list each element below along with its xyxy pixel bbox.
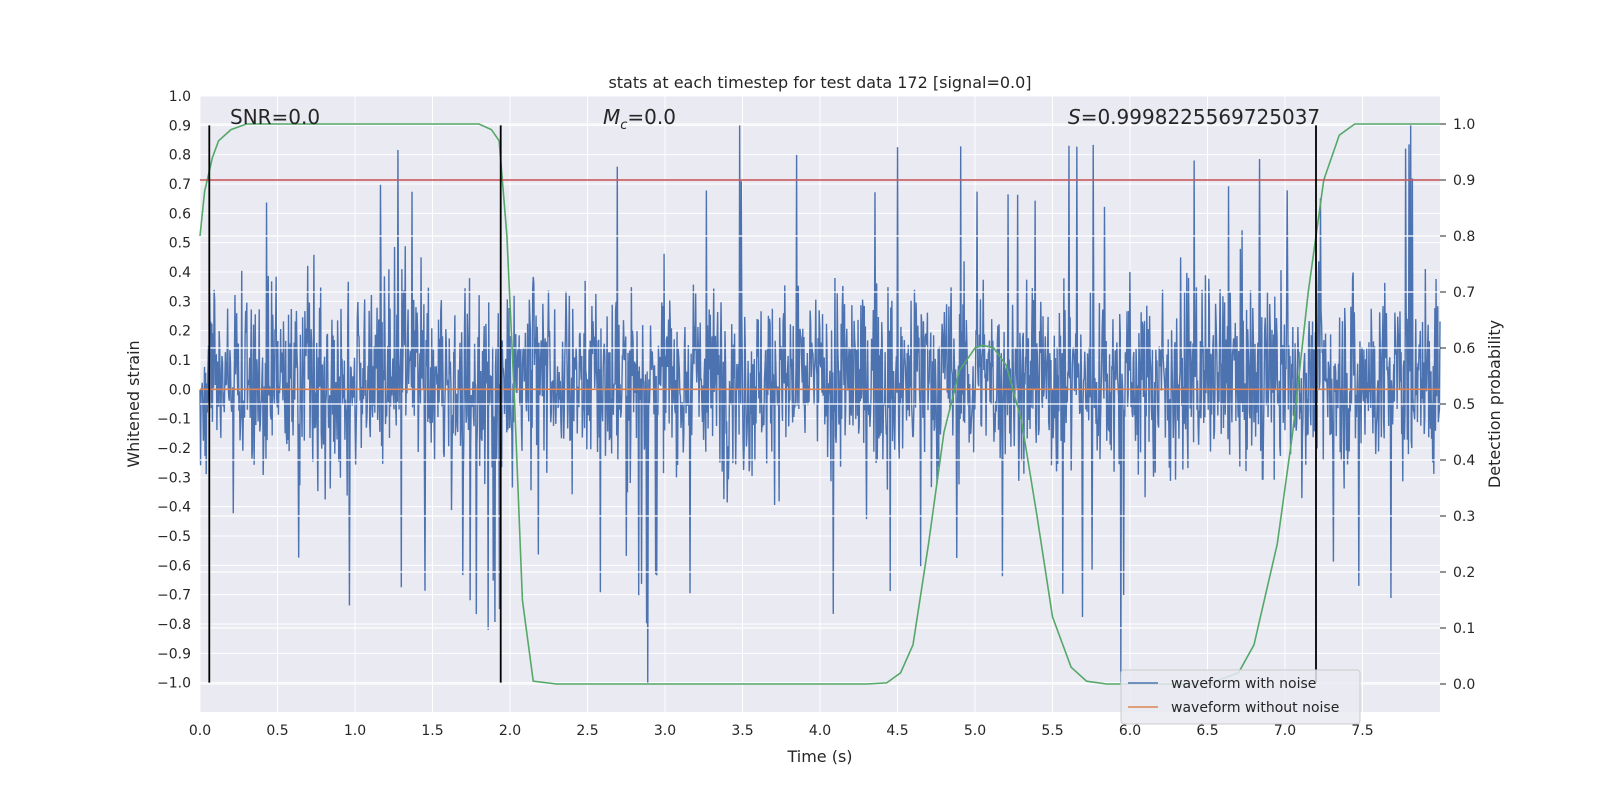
x-tick-label: 1.5 [421,723,443,739]
x-tick-label: 6.0 [1119,723,1141,739]
right-y-tick-label: 0.4 [1453,453,1475,469]
y-tick-label: −1.0 [157,676,191,692]
right-y-tick-label: 0.7 [1453,285,1475,301]
right-y-tick-label: 0.2 [1453,565,1475,581]
y-tick-label: 0.0 [169,382,191,398]
x-tick-label: 2.5 [576,723,598,739]
noisy-waveform-series [199,125,1441,683]
x-tick-label: 0.0 [189,723,211,739]
legend-label-clean: waveform without noise [1171,700,1339,716]
y-tick-label: 0.3 [169,294,191,310]
y-axis-label: Whitened strain [124,340,143,467]
right-y-tick-label: 0.1 [1453,621,1475,637]
axis-ticks: 0.0 0.5 1.0 1.5 2.0 2.5 3.0 3.5 4.0 4.5 5.0 5.5 6.0 6… [157,89,1475,739]
right-y-tick-label: 0.3 [1453,509,1475,525]
y-tick-label: −0.5 [157,529,191,545]
line-series-layer [199,123,1440,685]
vertical-markers [208,125,1317,683]
chirp-mass-symbol: M [603,105,620,129]
x-tick-label: 1.0 [344,723,366,739]
score-value: =0.9998225569725037 [1081,105,1320,129]
detection-probability-line [199,123,1440,685]
score-symbol: S [1068,105,1081,129]
y-tick-label: 0.5 [169,236,191,252]
y-tick-label: 0.2 [169,324,191,340]
y-tick-label: 0.9 [169,118,191,134]
y-tick-label: 0.1 [169,353,191,369]
right-y-tick-label: 0.8 [1453,229,1475,245]
x-tick-label: 5.5 [1041,723,1063,739]
y-tick-label: −0.2 [157,441,191,457]
x-tick-label: 6.5 [1196,723,1218,739]
legend-label-noise: waveform with noise [1171,676,1316,692]
y-tick-label: 1.0 [169,89,191,105]
x-tick-label: 7.0 [1274,723,1296,739]
x-tick-label: 7.5 [1351,723,1373,739]
right-y-tick-label: 0.6 [1453,341,1475,357]
legend-box [1120,669,1361,725]
y-tick-label: 0.7 [169,177,191,193]
x-axis-label: Time (s) [786,747,852,766]
x-tick-label: 5.0 [964,723,986,739]
chirp-mass-subscript: c [620,118,627,133]
right-y-tick-label: 0.0 [1453,677,1475,693]
chirp-mass-value: =0.0 [627,105,676,129]
right-y-tick-label: 0.5 [1453,397,1475,413]
y-tick-label: −0.6 [157,558,191,574]
y-tick-label: −0.1 [157,412,191,428]
x-tick-label: 0.5 [266,723,288,739]
chirp-mass-annotation: Mc=0.0 [603,105,676,133]
snr-annotation: SNR=0.0 [230,105,320,129]
right-y-tick-label: 1.0 [1453,117,1475,133]
x-tick-label: 2.0 [499,723,521,739]
y-tick-label: −0.9 [157,646,191,662]
x-tick-label: 4.5 [886,723,908,739]
x-tick-label: 3.0 [654,723,676,739]
y-tick-label: −0.4 [157,500,191,516]
chart-title: stats at each timestep for test data 172… [608,73,1031,92]
right-y-tick-label: 0.9 [1453,173,1475,189]
score-annotation: S=0.9998225569725037 [1068,105,1320,129]
y-tick-label: −0.7 [157,588,191,604]
y-tick-label: 0.8 [169,148,191,164]
x-tick-label: 3.5 [731,723,753,739]
x-tick-label: 4.0 [809,723,831,739]
y-tick-label: 0.4 [169,265,191,281]
right-y-axis-label: Detection probability [1485,320,1504,488]
y-tick-label: −0.8 [157,617,191,633]
y-tick-label: 0.6 [169,206,191,222]
legend: waveform with noise waveform without noi… [1120,669,1361,725]
y-tick-label: −0.3 [157,470,191,486]
waveform-with-noise-line [199,125,1441,683]
